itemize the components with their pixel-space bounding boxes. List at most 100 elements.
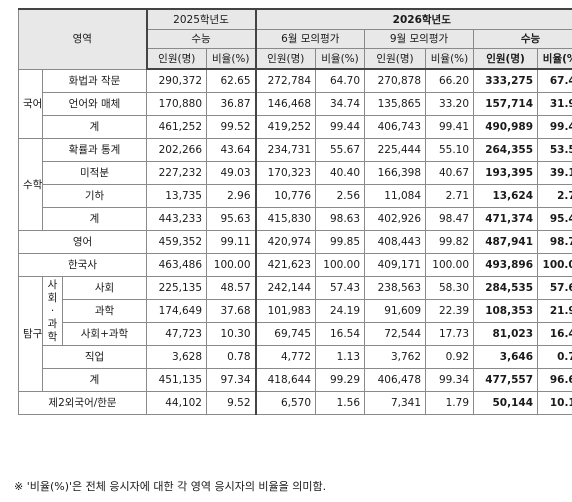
cell-ratio: 100.00 xyxy=(205,253,257,277)
cell-ratio: 62.65 xyxy=(205,68,257,93)
cell-ratio: 67.48 xyxy=(537,68,572,93)
cell-count: 493,896 xyxy=(473,253,539,277)
cell-count: 421,623 xyxy=(255,253,317,277)
cell-count: 284,535 xyxy=(473,276,539,300)
cell-count: 227,232 xyxy=(146,161,207,185)
cell-count: 135,865 xyxy=(364,92,427,116)
cell-ratio: 66.20 xyxy=(425,68,475,93)
social-science-mid: · xyxy=(50,304,55,317)
header-sept-mock: 9월 모의평가 xyxy=(364,29,475,49)
table-row: 계 451,135 97.34 418,644 99.29 406,478 99.34 47… xyxy=(19,368,572,392)
row-label: 확률과 통계 xyxy=(42,138,147,162)
group-math: 수학 xyxy=(18,138,43,231)
header-ratio: 비율(%) xyxy=(205,48,257,70)
header-ratio: 비율(%) xyxy=(315,48,366,70)
cell-count: 290,372 xyxy=(146,68,207,93)
cell-count: 202,266 xyxy=(146,138,207,162)
header-count: 인원(명) xyxy=(146,48,207,70)
header-row-units: 인원(명) 비율(%) 인원(명) 비율(%) 인원(명) 비율(%) 인원(명… xyxy=(19,48,572,70)
row-label: 과학 xyxy=(62,299,147,323)
cell-count: 47,723 xyxy=(146,322,207,346)
cell-count: 166,398 xyxy=(364,161,427,185)
cell-count: 418,644 xyxy=(255,368,317,392)
cell-count: 419,252 xyxy=(255,115,317,139)
cell-ratio: 100.00 xyxy=(315,253,366,277)
cell-ratio: 1.13 xyxy=(315,345,366,369)
cell-ratio: 99.34 xyxy=(425,368,475,392)
cell-ratio: 0.78 xyxy=(205,345,257,369)
row-label: 기하 xyxy=(42,184,147,208)
cell-ratio: 98.47 xyxy=(425,207,475,231)
cell-count: 471,374 xyxy=(473,207,539,231)
table-row: 과학 174,649 37.68 101,983 24.19 91,609 22.39 10… xyxy=(19,299,572,323)
cell-count: 50,144 xyxy=(473,391,539,415)
cell-ratio: 1.79 xyxy=(425,391,475,415)
table-row: 수학 확률과 통계 202,266 43.64 234,731 55.67 225,44… xyxy=(18,138,572,231)
cell-ratio: 10.15 xyxy=(537,391,572,415)
row-label: 미적분 xyxy=(42,161,147,185)
header-ratio: 비율(%) xyxy=(537,48,572,70)
cell-count: 238,563 xyxy=(364,276,427,300)
cell-count: 264,355 xyxy=(473,138,539,162)
cell-ratio: 9.52 xyxy=(205,391,257,415)
cell-count: 81,023 xyxy=(473,322,539,346)
cell-count: 406,743 xyxy=(364,115,427,139)
cell-ratio: 16.54 xyxy=(315,322,366,346)
cell-count: 409,171 xyxy=(364,253,427,277)
exam-statistics-table: 영역 2025학년도 2026학년도 수능 6월 모의평가 9월 모의평가 수능… xyxy=(18,8,572,415)
cell-ratio: 34.74 xyxy=(315,92,366,116)
cell-ratio: 55.10 xyxy=(425,138,475,162)
cell-count: 3,646 xyxy=(473,345,539,369)
cell-count: 225,444 xyxy=(364,138,427,162)
cell-count: 477,557 xyxy=(473,368,539,392)
cell-count: 461,252 xyxy=(146,115,207,139)
table-row: 탐구 사회 · 과학 사회 225,135 48.57 242,144 57.43 23… xyxy=(18,276,572,392)
cell-ratio: 48.57 xyxy=(205,276,257,300)
row-label: 직업 xyxy=(42,345,147,369)
cell-count: 170,880 xyxy=(146,92,207,116)
cell-ratio: 1.56 xyxy=(315,391,366,415)
cell-count: 10,776 xyxy=(255,184,317,208)
cell-count: 146,468 xyxy=(255,92,317,116)
cell-ratio: 97.34 xyxy=(205,368,257,392)
cell-ratio: 57.43 xyxy=(315,276,366,300)
cell-ratio: 10.30 xyxy=(205,322,257,346)
cell-ratio: 17.73 xyxy=(425,322,475,346)
row-label: 언어와 매체 xyxy=(42,92,147,116)
cell-count: 459,352 xyxy=(146,230,207,254)
cell-count: 242,144 xyxy=(255,276,317,300)
cell-count: 13,735 xyxy=(146,184,207,208)
cell-ratio: 96.69 xyxy=(537,368,572,392)
cell-count: 13,624 xyxy=(473,184,539,208)
cell-ratio: 2.96 xyxy=(205,184,257,208)
cell-count: 11,084 xyxy=(364,184,427,208)
cell-ratio: 37.68 xyxy=(205,299,257,323)
header-count: 인원(명) xyxy=(364,48,427,70)
row-label: 계 xyxy=(42,115,147,139)
cell-ratio: 95.63 xyxy=(205,207,257,231)
cell-count: 170,323 xyxy=(255,161,317,185)
cell-count: 174,649 xyxy=(146,299,207,323)
cell-ratio: 0.92 xyxy=(425,345,475,369)
cell-ratio: 16.40 xyxy=(537,322,572,346)
cell-count: 487,941 xyxy=(473,230,539,254)
cell-count: 420,974 xyxy=(255,230,317,254)
group-social-science: 사회 · 과학 xyxy=(42,276,63,346)
header-year-2026: 2026학년도 xyxy=(255,8,572,30)
cell-count: 333,275 xyxy=(473,68,539,93)
cell-ratio: 36.87 xyxy=(205,92,257,116)
cell-ratio: 2.76 xyxy=(537,184,572,208)
social-science-top: 사회 xyxy=(47,278,58,304)
cell-count: 225,135 xyxy=(146,276,207,300)
cell-ratio: 33.20 xyxy=(425,92,475,116)
cell-count: 91,609 xyxy=(364,299,427,323)
cell-ratio: 99.82 xyxy=(425,230,475,254)
row-label: 화법과 작문 xyxy=(42,68,147,93)
social-science-bottom: 과학 xyxy=(47,317,58,343)
cell-ratio: 100.00 xyxy=(425,253,475,277)
header-2025-suneung: 수능 xyxy=(145,29,257,49)
row-label: 계 xyxy=(42,368,147,392)
cell-count: 69,745 xyxy=(255,322,317,346)
header-count: 인원(명) xyxy=(255,48,317,70)
header-count: 인원(명) xyxy=(473,48,539,70)
